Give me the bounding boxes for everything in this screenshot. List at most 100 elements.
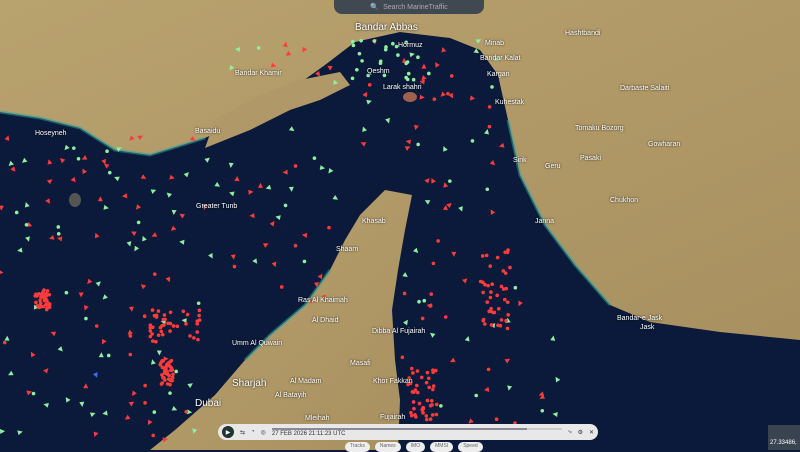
vessel-marker[interactable] bbox=[23, 201, 30, 208]
vessel-marker[interactable] bbox=[191, 428, 198, 434]
vessel-marker[interactable] bbox=[128, 306, 134, 312]
vessel-marker[interactable] bbox=[428, 417, 433, 422]
vessel-marker[interactable] bbox=[56, 225, 61, 229]
vessel-marker[interactable] bbox=[417, 299, 421, 304]
vessel-marker[interactable] bbox=[464, 335, 471, 342]
vessel-marker[interactable] bbox=[487, 124, 492, 129]
vessel-marker[interactable] bbox=[505, 326, 510, 331]
vessel-marker[interactable] bbox=[301, 232, 308, 238]
vessel-marker[interactable] bbox=[431, 387, 435, 392]
vessel-marker[interactable] bbox=[43, 366, 50, 374]
vessel-marker[interactable] bbox=[489, 306, 493, 311]
vessel-marker[interactable] bbox=[76, 157, 81, 161]
vessel-marker[interactable] bbox=[415, 390, 420, 395]
vessel-marker[interactable] bbox=[499, 284, 504, 289]
vessel-marker[interactable] bbox=[501, 269, 506, 273]
vessel-marker[interactable] bbox=[195, 330, 200, 334]
vessel-marker[interactable] bbox=[326, 64, 333, 71]
vessel-marker[interactable] bbox=[85, 278, 93, 286]
vessel-marker[interactable] bbox=[33, 304, 40, 310]
vessel-marker[interactable] bbox=[46, 177, 54, 185]
vessel-marker[interactable] bbox=[489, 160, 497, 167]
vessel-marker[interactable] bbox=[404, 75, 408, 80]
vessel-marker[interactable] bbox=[156, 309, 161, 313]
vessel-marker[interactable] bbox=[94, 324, 99, 328]
vessel-marker[interactable] bbox=[150, 188, 157, 195]
vessel-marker[interactable] bbox=[473, 48, 481, 55]
vessel-marker[interactable] bbox=[498, 142, 505, 149]
vessel-marker[interactable] bbox=[282, 41, 289, 47]
vessel-marker[interactable] bbox=[186, 409, 193, 415]
vessel-marker[interactable] bbox=[428, 331, 436, 338]
vessel-marker[interactable] bbox=[178, 212, 185, 219]
filter-chip-speed[interactable]: Speed bbox=[458, 442, 483, 452]
vessel-marker[interactable] bbox=[189, 135, 197, 143]
vessel-marker[interactable] bbox=[409, 413, 414, 418]
vessel-marker[interactable] bbox=[187, 381, 194, 389]
vessel-marker[interactable] bbox=[430, 403, 434, 407]
vessel-marker[interactable] bbox=[488, 295, 493, 300]
vessel-marker[interactable] bbox=[449, 357, 456, 365]
vessel-marker[interactable] bbox=[495, 255, 500, 260]
vessel-marker[interactable] bbox=[263, 241, 270, 248]
vessel-marker[interactable] bbox=[503, 271, 508, 275]
vessel-marker[interactable] bbox=[197, 308, 202, 313]
vessel-marker[interactable] bbox=[424, 176, 431, 184]
vessel-marker[interactable] bbox=[378, 59, 383, 64]
vessel-marker[interactable] bbox=[411, 400, 416, 404]
vessel-marker[interactable] bbox=[174, 369, 179, 374]
vessel-marker[interactable] bbox=[168, 391, 172, 395]
vessel-marker[interactable] bbox=[57, 236, 63, 242]
vessel-marker[interactable] bbox=[230, 254, 237, 260]
vessel-marker[interactable] bbox=[130, 390, 137, 398]
vessel-marker[interactable] bbox=[484, 128, 490, 135]
vessel-marker[interactable] bbox=[415, 383, 419, 388]
vessel-marker[interactable] bbox=[160, 381, 165, 385]
vessel-marker[interactable] bbox=[265, 184, 272, 191]
vessel-marker[interactable] bbox=[17, 247, 23, 254]
vessel-marker[interactable] bbox=[95, 279, 103, 287]
vessel-marker[interactable] bbox=[408, 381, 413, 386]
vessel-marker[interactable] bbox=[429, 177, 436, 184]
vessel-marker[interactable] bbox=[355, 67, 359, 72]
vessel-marker[interactable] bbox=[362, 91, 369, 98]
vessel-marker[interactable] bbox=[448, 92, 455, 100]
vessel-marker[interactable] bbox=[123, 414, 131, 422]
filter-chip-tracks[interactable]: Tracks bbox=[345, 442, 370, 452]
vessel-marker[interactable] bbox=[148, 329, 153, 333]
vessel-marker[interactable] bbox=[446, 91, 450, 96]
vessel-marker[interactable] bbox=[429, 292, 434, 296]
vessel-marker[interactable] bbox=[401, 57, 407, 63]
vessel-marker[interactable] bbox=[181, 309, 186, 314]
vessel-marker[interactable] bbox=[171, 405, 179, 413]
vessel-marker[interactable] bbox=[252, 258, 259, 265]
vessel-marker[interactable] bbox=[505, 300, 510, 305]
vessel-marker[interactable] bbox=[150, 359, 156, 365]
vessel-marker[interactable] bbox=[279, 285, 284, 289]
vessel-marker[interactable] bbox=[550, 335, 556, 341]
vessel-marker[interactable] bbox=[151, 232, 158, 239]
vessel-marker[interactable] bbox=[486, 367, 491, 372]
filter-chip-names[interactable]: Names bbox=[374, 442, 401, 452]
vessel-marker[interactable] bbox=[196, 337, 200, 342]
vessel-marker[interactable] bbox=[391, 41, 395, 46]
vessel-marker[interactable] bbox=[439, 404, 443, 408]
vessel-marker[interactable] bbox=[140, 174, 148, 181]
vessel-marker[interactable] bbox=[183, 170, 191, 178]
vessel-marker[interactable] bbox=[412, 247, 420, 255]
vessel-marker[interactable] bbox=[436, 239, 440, 243]
vessel-marker[interactable] bbox=[232, 264, 237, 269]
vessel-marker[interactable] bbox=[421, 405, 425, 410]
vessel-marker[interactable] bbox=[485, 187, 490, 192]
vessel-marker[interactable] bbox=[332, 79, 339, 86]
vessel-marker[interactable] bbox=[448, 179, 452, 183]
vessel-marker[interactable] bbox=[421, 63, 427, 69]
vessel-marker[interactable] bbox=[404, 40, 408, 45]
vessel-marker[interactable] bbox=[506, 313, 510, 317]
vessel-marker[interactable] bbox=[162, 313, 167, 317]
vessel-marker[interactable] bbox=[162, 323, 166, 327]
vessel-marker[interactable] bbox=[80, 167, 88, 175]
vessel-marker[interactable] bbox=[38, 304, 43, 309]
vessel-marker[interactable] bbox=[150, 332, 154, 336]
vessel-marker[interactable] bbox=[137, 133, 144, 141]
